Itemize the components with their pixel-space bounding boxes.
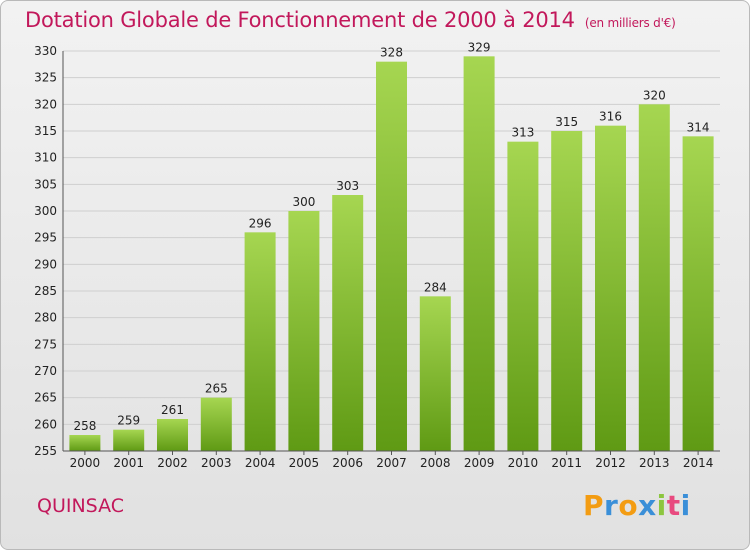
bar [69,435,101,451]
x-tick-label: 2007 [376,456,407,470]
x-tick-label: 2003 [201,456,232,470]
bar [682,136,714,452]
y-tick-label: 325 [34,71,57,85]
bar-value-label: 296 [249,216,272,230]
bar [419,296,451,451]
bar-value-label: 259 [117,414,140,428]
bar [288,211,320,451]
bar-value-label: 300 [292,195,315,209]
bar [332,195,364,451]
bar-value-label: 313 [511,126,534,140]
x-tick-label: 2005 [289,456,320,470]
bar-value-label: 284 [424,280,447,294]
y-tick-label: 300 [34,204,57,218]
logo-letter: t [666,489,681,522]
bar [463,56,495,451]
bar [157,419,188,451]
logo-letter: P [583,489,605,522]
x-tick-label: 2014 [683,456,714,470]
bar-value-label: 258 [73,419,96,433]
bar-value-label: 329 [468,40,491,54]
chart-title: Dotation Globale de Fonctionnement de 20… [25,8,676,32]
logo-letter: r [604,489,619,522]
bar-value-label: 328 [380,46,403,60]
bar [244,232,276,451]
bar [376,61,407,452]
y-tick-label: 275 [34,337,57,351]
x-tick-label: 2001 [113,456,144,470]
chart-title-text: Dotation Globale de Fonctionnement de 20… [25,8,575,32]
bar [200,397,232,451]
bar [507,141,539,451]
bar [551,131,583,451]
y-tick-label: 260 [34,417,57,431]
proxiti-logo[interactable]: Proxiti [583,489,691,522]
y-tick-label: 295 [34,231,57,245]
bar [595,125,626,452]
y-tick-label: 330 [34,44,57,58]
logo-letter: i [656,489,667,522]
bars-layer [69,56,714,452]
bar-value-label: 314 [687,120,710,134]
bar-value-label: 315 [555,115,578,129]
logo-letter: o [618,489,639,522]
bar-value-label: 320 [643,88,666,102]
bar-value-label: 265 [205,382,228,396]
x-tick-label: 2010 [508,456,539,470]
y-tick-label: 280 [34,311,57,325]
y-tick-label: 305 [34,177,57,191]
y-tick-label: 290 [34,257,57,271]
commune-name: QUINSAC [37,495,125,517]
x-tick-label: 2000 [70,456,101,470]
bar [638,104,670,451]
chart-unit: (en milliers d'€) [584,16,676,30]
y-tick-label: 310 [34,151,57,165]
y-tick-label: 285 [34,284,57,298]
x-tick-label: 2008 [420,456,451,470]
y-tick-label: 265 [34,391,57,405]
x-tick-label: 2006 [332,456,363,470]
y-tick-label: 270 [34,364,57,378]
x-tick-label: 2012 [595,456,626,470]
bar-value-label: 261 [161,403,184,417]
x-tick-label: 2002 [157,456,188,470]
logo-letter: x [638,489,657,522]
x-tick-label: 2013 [639,456,670,470]
bar [113,429,145,451]
axis-layer: 255 260 265 270 275 280 285 290 295 300 305 310 315 3… [34,40,720,470]
y-tick-label: 320 [34,97,57,111]
x-tick-label: 2004 [245,456,276,470]
y-tick-label: 255 [34,444,57,458]
logo-letter: i [680,489,691,522]
bar-value-label: 316 [599,110,622,124]
bar-value-label: 303 [336,179,359,193]
x-tick-label: 2009 [464,456,495,470]
y-tick-label: 315 [34,124,57,138]
x-tick-label: 2011 [551,456,582,470]
